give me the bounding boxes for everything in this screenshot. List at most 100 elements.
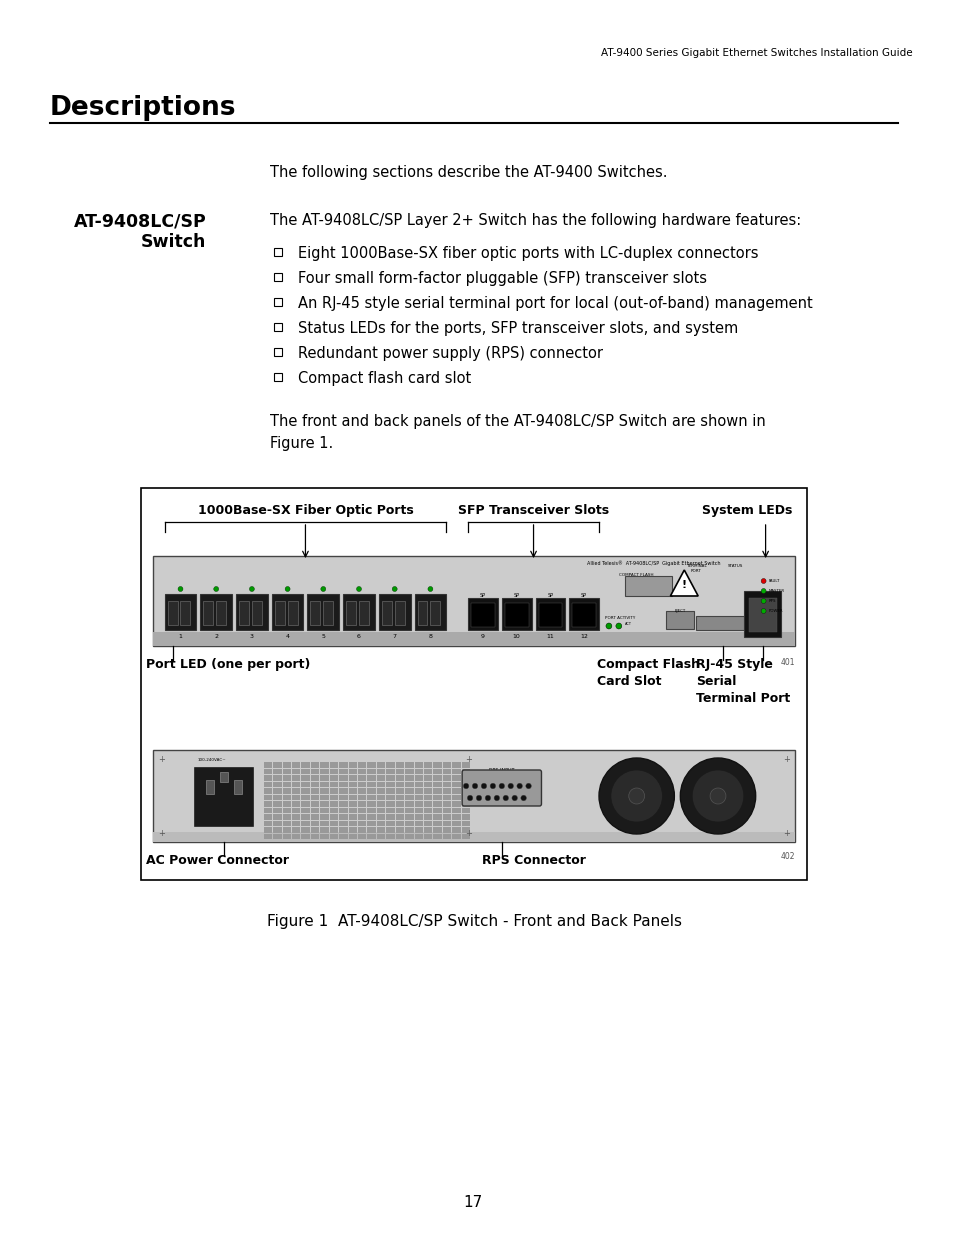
Bar [395,808,404,813]
Bar [386,782,395,787]
Bar [357,808,366,813]
Bar [415,788,422,794]
Text: The following sections describe the AT-9400 Switches.: The following sections describe the AT-9… [270,165,666,180]
Bar [423,834,432,839]
Bar [461,814,470,820]
Wedge shape [605,797,636,823]
Bar [415,794,422,800]
Circle shape [605,622,611,629]
Bar [433,808,441,813]
Bar [395,827,404,832]
Bar [357,768,366,774]
Bar [292,834,300,839]
Bar [180,601,191,625]
Text: 3: 3 [250,634,253,638]
Bar [320,788,329,794]
Circle shape [356,587,361,592]
Bar [405,834,413,839]
Bar [433,820,441,826]
Bar [395,820,404,826]
Text: SP: SP [513,593,519,598]
Bar [442,768,451,774]
Wedge shape [687,797,718,823]
Text: POWER: POWER [768,609,782,613]
Bar [415,802,422,806]
Bar [376,782,385,787]
Bar [273,782,281,787]
Bar [274,348,281,356]
Bar [357,814,366,820]
Bar [348,788,356,794]
Bar [323,601,333,625]
Bar [301,794,310,800]
Bar [504,603,528,627]
Circle shape [709,788,725,804]
Bar [376,802,385,806]
Bar [357,794,366,800]
Bar [376,834,385,839]
Bar [274,273,281,282]
Bar [273,808,281,813]
Bar [264,802,272,806]
Bar [367,808,375,813]
Bar [395,776,404,781]
Bar [320,808,329,813]
Bar [386,820,395,826]
Bar [395,794,404,800]
Bar [357,782,366,787]
Bar [386,762,395,767]
Bar [381,601,392,625]
Bar [461,768,470,774]
Bar [330,814,337,820]
Circle shape [517,783,522,789]
Bar [433,776,441,781]
Circle shape [616,622,621,629]
Text: SP: SP [479,593,485,598]
Bar [301,762,310,767]
Bar [348,827,356,832]
Bar [367,762,375,767]
Wedge shape [621,797,636,830]
Bar [311,814,319,820]
Text: 9: 9 [480,634,484,638]
Bar [367,794,375,800]
Text: AT-9408LC/SP: AT-9408LC/SP [73,212,206,231]
FancyBboxPatch shape [461,769,541,806]
Bar [376,776,385,781]
Text: Switch: Switch [141,233,206,251]
Bar [537,603,561,627]
Bar [311,808,319,813]
Bar [367,814,375,820]
Bar [320,834,329,839]
Bar [339,802,347,806]
Text: EJECT: EJECT [674,609,685,613]
Bar [273,834,281,839]
Bar [200,594,232,630]
Bar [461,776,470,781]
Bar [292,808,300,813]
Bar [442,762,451,767]
Bar [301,834,310,839]
Text: Figure 1  AT-9408LC/SP Switch - Front and Back Panels: Figure 1 AT-9408LC/SP Switch - Front and… [266,914,680,929]
Bar [415,827,422,832]
Bar [282,802,291,806]
Bar [357,820,366,826]
Bar [386,814,395,820]
Bar [386,808,395,813]
Circle shape [476,795,481,800]
Bar [357,762,366,767]
Bar [264,834,272,839]
Bar [330,768,337,774]
Bar [433,802,441,806]
Bar [452,827,460,832]
Bar [264,768,272,774]
Text: 2: 2 [214,634,218,638]
Bar [433,827,441,832]
Bar [252,601,261,625]
Bar [433,794,441,800]
Bar [301,814,310,820]
Bar [311,820,319,826]
Bar [320,794,329,800]
Bar [339,827,347,832]
Text: 1000Base-SX Fiber Optic Ports: 1000Base-SX Fiber Optic Ports [197,504,413,517]
